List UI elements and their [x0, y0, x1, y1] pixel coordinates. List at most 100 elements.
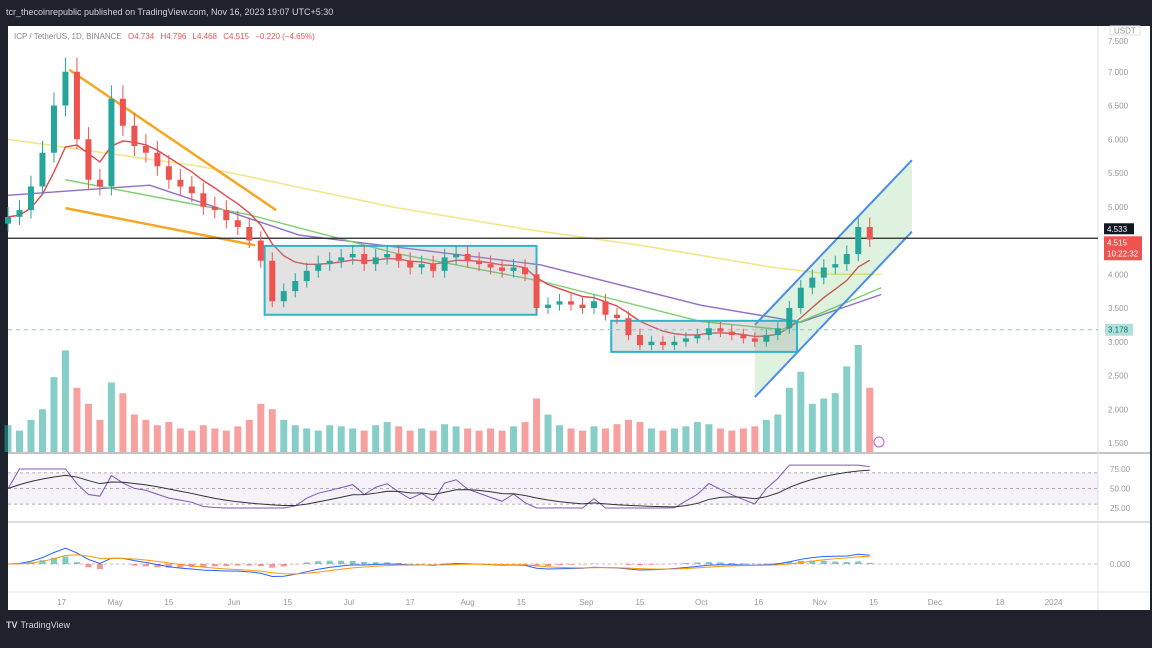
candle [119, 98, 126, 126]
volume-bar [831, 393, 839, 452]
volume-bar [326, 425, 334, 452]
macd-histogram-bar [349, 560, 356, 564]
ohlc-close: C4.515 [223, 32, 249, 41]
macd-histogram-bar [636, 564, 643, 566]
macd-histogram-bar [142, 564, 149, 567]
macd-histogram-bar [820, 560, 827, 564]
candle [200, 193, 207, 207]
currency-label-box [1109, 25, 1141, 36]
candle [361, 254, 368, 265]
volume-bar [395, 426, 403, 452]
candle [533, 274, 540, 308]
volume-bar [38, 409, 46, 452]
channel-lower-line [754, 231, 913, 398]
macd-histogram-bar [338, 560, 345, 564]
macd-histogram-bar [50, 557, 57, 564]
macd-tick-label: 0.000 [1110, 560, 1131, 569]
candle [303, 270, 310, 281]
volume-bar [624, 419, 632, 452]
candle [246, 227, 253, 241]
volume-bar [820, 398, 828, 452]
volume-bar [659, 430, 667, 452]
candle [62, 71, 69, 106]
time-tick-label: May [108, 598, 123, 607]
volume-bar [452, 426, 460, 452]
candle [694, 335, 701, 339]
candle [568, 301, 575, 305]
volume-bar [613, 424, 621, 452]
volume-bar [406, 430, 414, 452]
price-tick-label: 3.000 [1108, 338, 1129, 347]
volume-bar [510, 426, 518, 452]
price-tick-label: 6.000 [1108, 135, 1129, 144]
volume-bar [636, 422, 644, 452]
macd-histogram-bar [200, 564, 207, 567]
macd-histogram-bar [165, 564, 172, 568]
volume-bar [222, 430, 230, 452]
price-tick-label: 1.500 [1108, 439, 1129, 448]
volume-bar [647, 428, 655, 452]
publisher-caption: tcr_thecoinrepublic published on Trading… [6, 7, 334, 17]
candle [177, 179, 184, 187]
macd-histogram-bar [96, 564, 103, 570]
volume-bar [268, 409, 276, 452]
time-tick-label: 2024 [1045, 598, 1063, 607]
macd-histogram-bar [441, 563, 448, 564]
candle [407, 260, 414, 268]
candle [280, 291, 287, 302]
candle [843, 254, 850, 265]
candle [96, 179, 103, 187]
macd-histogram-bar [694, 562, 701, 564]
candle [315, 264, 322, 271]
volume-bar [199, 425, 207, 452]
ohlc-open: O4.734 [127, 32, 155, 41]
volume-bar [579, 430, 586, 452]
volume-bar [556, 425, 564, 452]
volume-bar [785, 387, 793, 452]
time-tick-label: 15 [164, 598, 173, 607]
time-tick-label: 17 [406, 598, 415, 607]
time-tick-label: Jul [344, 598, 354, 607]
volume-bar [84, 403, 92, 452]
volume-bar [107, 382, 115, 452]
candle [418, 264, 425, 268]
volume-bar [716, 428, 724, 452]
candle [740, 335, 747, 339]
volume-bar [590, 426, 598, 452]
symbol-legend: ICP / TetherUS, 1D, BINANCE O4.734 H4.79… [14, 32, 315, 41]
candle [131, 125, 138, 146]
volume-bar [280, 419, 288, 452]
price-tick-label: 2.500 [1108, 372, 1129, 381]
brand-name: TradingView [20, 620, 71, 630]
volume-bar [693, 422, 701, 452]
volume-bar [245, 419, 253, 452]
last-price-label: 4.515 [1107, 238, 1128, 247]
rsi-tick-label: 50.00 [1110, 485, 1131, 494]
candle [728, 331, 735, 335]
tradingview-logo[interactable]: TV TradingView [6, 620, 70, 630]
macd-histogram-bar [269, 564, 276, 568]
volume-bar [15, 430, 23, 452]
candle [855, 227, 862, 254]
candle [671, 341, 678, 346]
candle [269, 260, 276, 302]
candle [613, 314, 620, 319]
hline-price-tag [1104, 223, 1134, 235]
volume-bar [142, 419, 150, 452]
candle [751, 338, 758, 342]
volume-bar [567, 428, 575, 452]
volume-bar [61, 350, 69, 452]
candle [705, 328, 712, 335]
macd-histogram-bar [211, 564, 218, 567]
macd-histogram-bar [303, 562, 310, 564]
volume-bar [418, 428, 426, 452]
volume-bar [303, 428, 311, 452]
candle [338, 257, 345, 261]
wedge-upper-line [68, 68, 277, 212]
macd-histogram-bar [763, 563, 770, 564]
macd-histogram-bar [705, 562, 712, 564]
volume-bar [739, 428, 747, 452]
macd-histogram-bar [384, 562, 391, 564]
candle [85, 139, 92, 180]
